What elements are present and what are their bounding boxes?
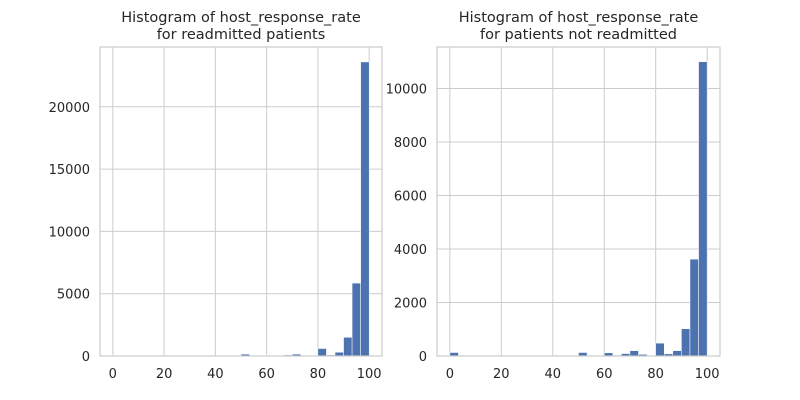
y-tick-label: 15000 (49, 163, 90, 178)
histogram-bar (681, 328, 691, 357)
x-tick-label: 100 (695, 367, 720, 382)
chart-readmitted: 0 20 40 60 80 100 0 5000 10000 15000 20000 Histogra… (49, 10, 383, 382)
x-tick-label: 40 (544, 367, 561, 382)
y-tick-label: 20000 (49, 101, 90, 116)
y-tick-label: 4000 (394, 243, 427, 258)
plot-frame (99, 46, 383, 357)
x-tick-label: 60 (258, 367, 275, 382)
histogram-bar (655, 342, 665, 357)
histogram-bar (351, 282, 361, 357)
x-tick-label: 20 (493, 367, 510, 382)
x-tick-label: 20 (156, 367, 173, 382)
x-tick-label: 60 (596, 367, 613, 382)
x-tick-label: 80 (647, 367, 664, 382)
y-tick-label: 6000 (394, 189, 427, 204)
y-tick-label: 8000 (394, 136, 427, 151)
histogram-bar (689, 258, 699, 357)
y-tick-label: 0 (82, 350, 90, 365)
y-tick-label: 10000 (49, 225, 90, 240)
chart-title-line: Histogram of host_response_rate (459, 10, 699, 26)
y-tick-label: 5000 (57, 288, 90, 303)
chart-title-line: for readmitted patients (157, 27, 326, 43)
x-tick-label: 40 (207, 367, 224, 382)
y-tick-label: 0 (419, 350, 427, 365)
x-tick-label: 80 (310, 367, 327, 382)
y-tick-label: 10000 (386, 82, 427, 97)
x-tick-label: 100 (357, 367, 382, 382)
plot-frame (436, 46, 721, 357)
x-tick-label: 0 (446, 367, 454, 382)
y-tick-label: 2000 (394, 296, 427, 311)
chart-title-line: for patients not readmitted (480, 27, 677, 43)
histogram-bar (317, 348, 327, 357)
chart-title-line: Histogram of host_response_rate (121, 10, 361, 26)
histogram-bar (672, 350, 682, 357)
histogram-bar (698, 61, 708, 357)
chart-not-readmitted: 0 20 40 60 80 100 0 2000 4000 6000 8000 10000 Histog… (386, 10, 721, 382)
histogram-bar (629, 350, 639, 357)
histogram-bar (360, 61, 370, 357)
histogram-bar (343, 337, 353, 357)
x-tick-label: 0 (109, 367, 117, 382)
